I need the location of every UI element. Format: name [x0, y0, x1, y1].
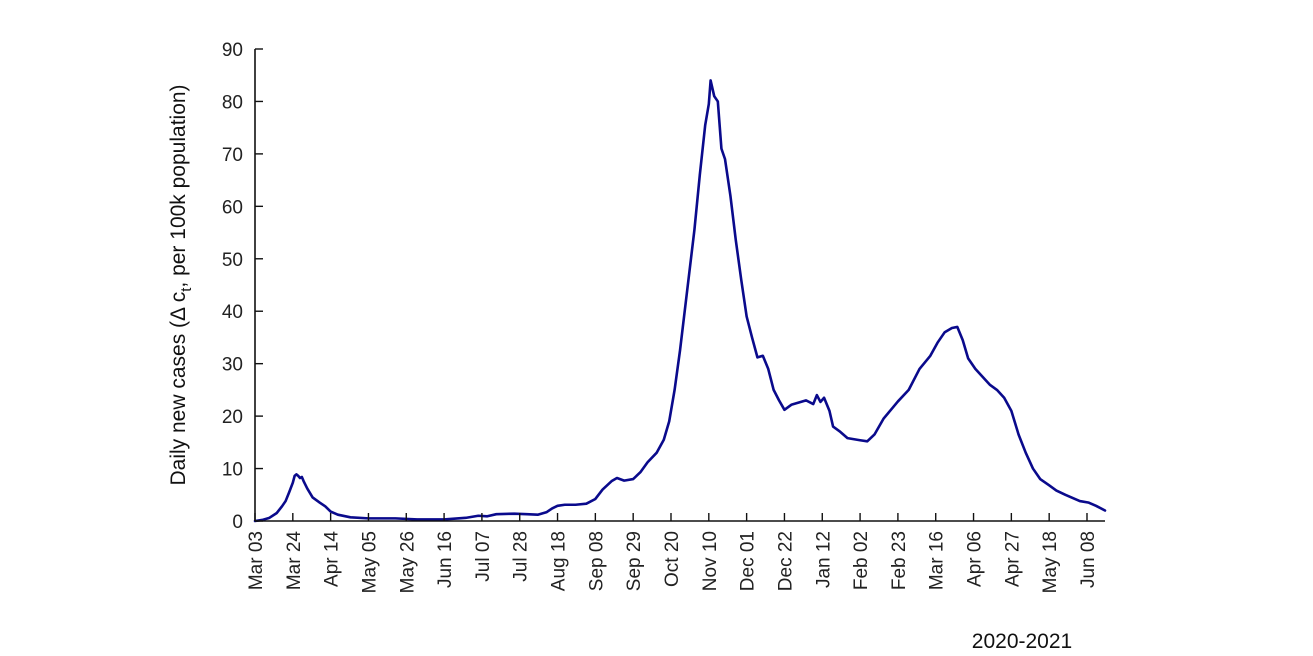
x-tick-label: Jul 28: [511, 531, 532, 582]
x-tick-label: Sep 08: [586, 531, 607, 591]
y-tick-label: 60: [222, 197, 243, 218]
x-tick-label: Dec 22: [775, 531, 796, 591]
x-tick-label: Feb 23: [889, 531, 910, 590]
x-tick-label: Jun 16: [435, 531, 456, 588]
x-tick-label: Mar 24: [284, 531, 305, 591]
x-tick-label: Apr 06: [965, 531, 986, 587]
x-tick-label: May 18: [1040, 531, 1061, 593]
y-axis: 0 10 20 30 40 50 60 70 80 90: [222, 40, 263, 533]
x-tick-label: Nov 10: [700, 531, 721, 591]
y-tick-label: 20: [222, 407, 243, 428]
y-tick-label: 10: [222, 460, 243, 481]
x-tick-label: May 05: [359, 531, 380, 593]
x-axis-title: 2020-2021: [972, 630, 1072, 653]
y-tick-label: 50: [222, 250, 243, 271]
y-axis-title: Daily new cases (Δ ct, per 100k populati…: [167, 84, 195, 485]
x-tick-label: Jul 07: [473, 531, 494, 582]
y-tick-label: 30: [222, 355, 243, 376]
x-tick-label: Oct 20: [662, 531, 683, 587]
y-tick-label: 90: [222, 40, 243, 61]
x-tick-label: Aug 18: [549, 531, 570, 591]
x-tick-label: Jan 12: [813, 531, 834, 588]
y-tick-label: 0: [232, 512, 243, 533]
x-tick-label: Apr 14: [322, 531, 343, 587]
x-tick-label: Dec 01: [738, 531, 759, 591]
x-tick-label: Jun 08: [1078, 531, 1099, 588]
x-tick-label: Feb 02: [851, 531, 872, 590]
x-tick-label: May 26: [397, 531, 418, 593]
x-tick-label: Mar 03: [246, 531, 267, 590]
y-tick-label: 40: [222, 302, 243, 323]
x-tick-label: Sep 29: [624, 531, 645, 591]
y-tick-label: 70: [222, 145, 243, 166]
x-axis: Mar 03 Mar 24 Apr 14 May 05 May 26 Jun 16 Jul …: [246, 513, 1105, 593]
x-tick-label: Apr 27: [1002, 531, 1023, 587]
y-tick-label: 80: [222, 92, 243, 113]
series-line-daily-cases: [253, 79, 1107, 523]
x-tick-label: Mar 16: [927, 531, 948, 590]
